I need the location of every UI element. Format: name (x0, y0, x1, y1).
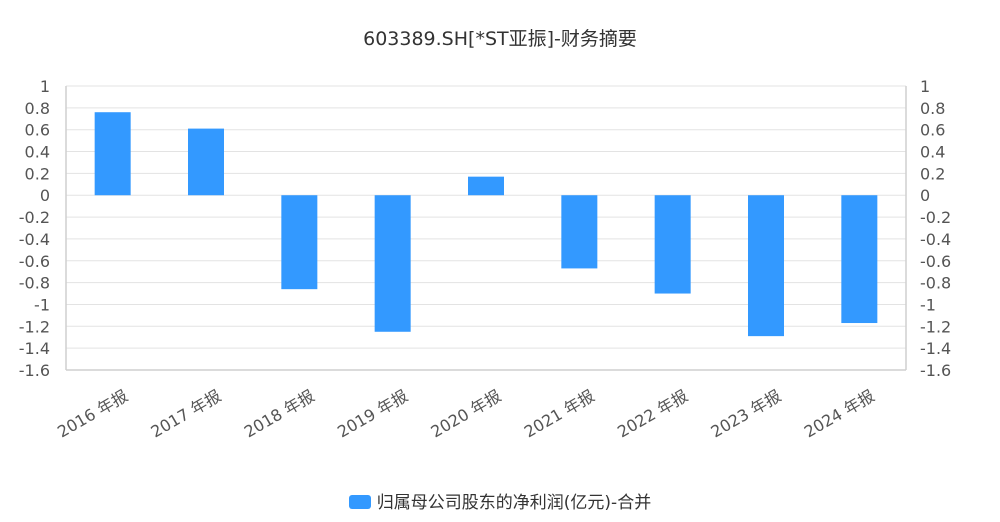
y-tick-label: -0.2 (19, 208, 50, 227)
bar (748, 195, 784, 337)
y-tick-label: -1 (34, 295, 50, 314)
right-y-tick-label: -1 (920, 295, 936, 314)
y-tick-label: -1.2 (19, 317, 50, 336)
bar (374, 195, 411, 332)
bar (94, 112, 131, 196)
right-y-tick-label: 0.8 (920, 99, 945, 118)
y-tick-label: 1 (40, 77, 50, 96)
x-category-label: 2021 年报 (521, 386, 598, 441)
bar (841, 195, 878, 324)
right-y-tick-label: 0 (920, 186, 930, 205)
right-y-tick-label: 0.2 (920, 164, 945, 183)
y-tick-label: -0.8 (19, 274, 50, 293)
y-tick-label: 0.8 (25, 99, 50, 118)
legend-label: 归属母公司股东的净利润(亿元)-合并 (376, 493, 652, 513)
y-tick-label: -0.4 (19, 230, 50, 249)
right-y-tick-label: -0.2 (920, 208, 951, 227)
x-category-label: 2019 年报 (334, 386, 411, 441)
right-y-tick-label: -1.2 (920, 317, 951, 336)
right-y-tick-label: 0.4 (920, 143, 945, 162)
y-tick-label: 0 (40, 186, 50, 205)
right-y-tick-label: -1.4 (920, 339, 951, 358)
bar (654, 195, 691, 294)
chart-title: 603389.SH[*ST亚振]-财务摘要 (363, 28, 637, 50)
x-category-label: 2024 年报 (801, 386, 878, 441)
legend-swatch (348, 495, 371, 509)
x-category-label: 2022 年报 (614, 386, 691, 441)
x-category-label: 2023 年报 (708, 386, 785, 441)
x-category-label: 2020 年报 (428, 386, 505, 441)
right-y-tick-label: -1.6 (920, 361, 951, 380)
y-tick-label: -0.6 (19, 252, 50, 271)
x-category-label: 2018 年报 (241, 386, 318, 441)
y-tick-label: -1.4 (19, 339, 50, 358)
bar (188, 128, 224, 196)
right-y-tick-label: 1 (920, 77, 930, 96)
right-y-tick-label: -0.8 (920, 274, 951, 293)
y-tick-label: 0.4 (25, 143, 50, 162)
y-tick-label: 0.2 (25, 164, 50, 183)
x-category-label: 2017 年报 (148, 386, 225, 441)
bar (468, 176, 504, 196)
y-tick-label: 0.6 (25, 121, 50, 140)
right-y-tick-label: -0.4 (920, 230, 951, 249)
bar (281, 195, 318, 290)
right-y-tick-label: 0.6 (920, 121, 945, 140)
right-y-tick-label: -0.6 (920, 252, 951, 271)
bar (561, 195, 598, 269)
legend[interactable]: 归属母公司股东的净利润(亿元)-合并 (0, 488, 1000, 513)
x-category-label: 2016 年报 (54, 386, 131, 441)
y-tick-label: -1.6 (19, 361, 50, 380)
